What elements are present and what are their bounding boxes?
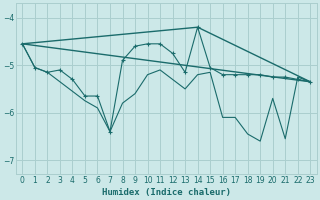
X-axis label: Humidex (Indice chaleur): Humidex (Indice chaleur) (102, 188, 231, 197)
